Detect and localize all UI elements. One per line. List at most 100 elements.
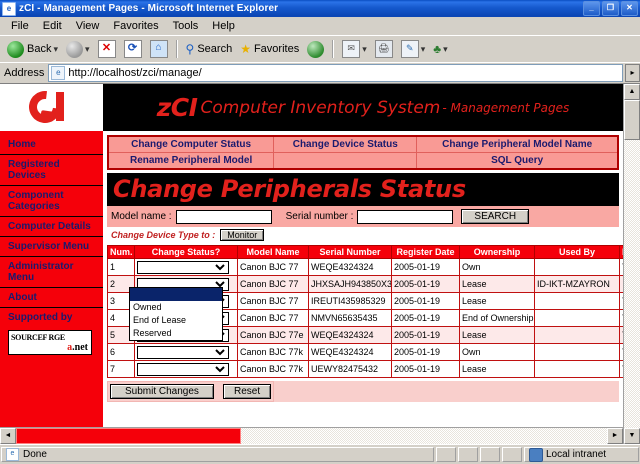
history-icon (307, 40, 325, 58)
stop-button[interactable]: ✕ (94, 39, 120, 59)
sourceforge-logo-line2: a.net (67, 342, 88, 353)
cell-ownership: Lease (459, 275, 535, 293)
menu-favorites[interactable]: Favorites (113, 19, 159, 32)
cell-ownership: Lease (459, 292, 535, 310)
cell-serial: JHXSAJH943850X32 (308, 275, 392, 293)
device-type-bar: Change Device Type to : Monitor (107, 227, 619, 243)
status-pane-3 (480, 447, 500, 462)
mail-dropdown-icon[interactable]: ▾ (362, 43, 367, 54)
vscroll-track[interactable] (624, 140, 640, 428)
cell-status (134, 360, 238, 378)
sidebar-supported-by-label: Supported by (8, 312, 73, 323)
forward-button[interactable]: ▾ (62, 40, 94, 59)
hscroll-track[interactable] (241, 428, 607, 444)
menu-tools[interactable]: Tools (172, 19, 199, 32)
favorites-label: Favorites (253, 43, 300, 55)
hscroll-thumb[interactable] (16, 428, 241, 444)
search-button[interactable]: ⚲ Search (182, 41, 237, 57)
sidebar-item-supervisor-menu[interactable]: Supervisor Menu (0, 237, 103, 257)
dropdown-option-blank[interactable] (130, 288, 222, 301)
model-name-input[interactable] (175, 209, 272, 224)
discuss-button[interactable]: ♣ ▾ (429, 41, 451, 57)
refresh-button[interactable]: ⟳ (120, 39, 146, 59)
sourceforge-logo[interactable]: SOURCEF RGE a.net (8, 330, 92, 355)
submit-changes-button[interactable]: Submit Changes (110, 384, 214, 399)
sidebar-item-administrator-menu[interactable]: Administrator Menu (0, 257, 103, 288)
page-title-bar: Change Peripherals Status (107, 173, 619, 206)
menu-edit[interactable]: Edit (42, 19, 62, 32)
dropdown-option-end-of-lease[interactable]: End of Lease (133, 315, 187, 325)
table-row: 6 Canon BJC 77k WEQE4324324 2005-01-19 O… (107, 343, 623, 361)
menu-file[interactable]: File (11, 19, 29, 32)
address-url-text: http://localhost/zci/manage/ (68, 67, 202, 79)
status-pane-1 (436, 447, 456, 462)
serial-number-input[interactable] (357, 209, 454, 224)
reset-button[interactable]: Reset (223, 384, 272, 399)
dropdown-option-owned[interactable]: Owned (133, 302, 162, 312)
sidebar-item-component-categories[interactable]: Component Categories (0, 186, 103, 217)
nav-link-rename-peripheral-model[interactable]: Rename Peripheral Model (107, 152, 275, 170)
nav-link-sql-query[interactable]: SQL Query (416, 152, 619, 170)
back-dropdown-icon[interactable]: ▾ (53, 43, 58, 54)
sidebar-item-home[interactable]: Home (0, 135, 103, 155)
cell-used-by (534, 309, 620, 327)
vscroll-down-arrow-icon[interactable]: ▼ (624, 428, 640, 444)
maximize-button[interactable]: ❐ (602, 1, 619, 16)
forward-dropdown-icon[interactable]: ▾ (85, 43, 90, 54)
vscroll-up-arrow-icon[interactable]: ▲ (624, 84, 640, 100)
go-button[interactable]: ▸ (625, 64, 640, 82)
refresh-icon: ⟳ (123, 40, 142, 58)
menu-view[interactable]: View (75, 19, 100, 32)
discuss-dropdown-icon[interactable]: ▾ (443, 43, 448, 54)
banner-title: zCI Computer Inventory System - Manageme… (103, 84, 623, 131)
sidebar-item-about[interactable]: About (0, 288, 103, 308)
menu-bar: File Edit View Favorites Tools Help (0, 17, 640, 35)
cell-serial: NMVN65635435 (308, 309, 392, 327)
sidebar-item-computer-details[interactable]: Computer Details (0, 217, 103, 237)
cell-num: 5 (107, 326, 135, 344)
edit-dropdown-icon[interactable]: ▾ (420, 43, 426, 54)
table-header-row: Num. Change Status? Model Name Serial Nu… (107, 245, 623, 259)
mail-button[interactable]: ✉ ▾ (338, 39, 371, 59)
horizontal-scrollbar[interactable]: ◄ ► (0, 427, 623, 444)
home-button[interactable]: ⌂ (146, 39, 172, 59)
cell-num: 6 (107, 343, 135, 361)
vertical-scrollbar[interactable]: ▲ ▼ (623, 84, 640, 444)
status-select-row-7[interactable] (137, 362, 229, 376)
cell-reserved: Y (619, 309, 623, 327)
nav-link-change-peripheral-model-name[interactable]: Change Peripheral Model Name (416, 135, 619, 153)
device-type-select[interactable]: Monitor (220, 229, 265, 241)
address-input[interactable]: e http://localhost/zci/manage/ (48, 64, 623, 82)
back-button[interactable]: Back ▾ (3, 40, 62, 59)
sidebar-item-registered-devices[interactable]: Registered Devices (0, 155, 103, 186)
status-select-row-6[interactable] (137, 345, 229, 359)
cell-date: 2005-01-19 (391, 360, 460, 378)
address-label: Address (4, 67, 45, 79)
menu-help[interactable]: Help (212, 19, 235, 32)
search-button[interactable]: SEARCH (461, 209, 530, 224)
device-type-label: Change Device Type to : (111, 230, 216, 240)
column-ownership: Ownership (459, 245, 535, 259)
nav-row-2: Rename Peripheral Model SQL Query (107, 152, 619, 170)
history-button[interactable] (303, 40, 328, 59)
dropdown-option-reserved[interactable]: Reserved (133, 328, 172, 338)
hscroll-left-arrow-icon[interactable]: ◄ (0, 428, 16, 444)
status-dropdown-open-list[interactable]: Owned End of Lease Reserved (129, 287, 223, 341)
column-model-name: Model Name (237, 245, 309, 259)
status-pane-2 (458, 447, 478, 462)
vscroll-thumb[interactable] (624, 100, 640, 140)
home-icon: ⌂ (149, 40, 168, 58)
edit-button[interactable]: ✎ ▾ (397, 39, 430, 59)
status-pane-4 (502, 447, 522, 462)
nav-link-change-device-status[interactable]: Change Device Status (273, 135, 418, 153)
hscroll-right-arrow-icon[interactable]: ► (607, 428, 623, 444)
favorites-button[interactable]: ★ Favorites (236, 41, 303, 57)
close-button[interactable]: ✕ (621, 1, 638, 16)
cell-reserved: Y (619, 360, 623, 378)
print-button[interactable]: 🖨 (371, 39, 397, 59)
nav-link-change-computer-status[interactable]: Change Computer Status (107, 135, 275, 153)
status-select-row-1[interactable] (137, 260, 229, 274)
cell-model: Canon BJC 77 (237, 258, 309, 276)
minimize-button[interactable]: _ (583, 1, 600, 16)
